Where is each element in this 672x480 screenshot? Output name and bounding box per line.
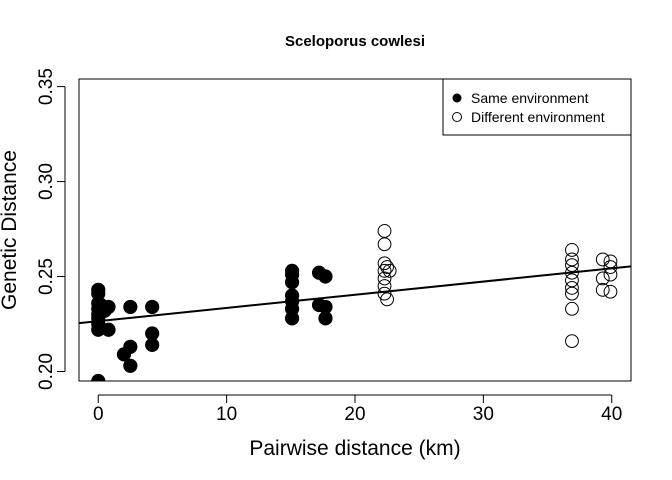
- point-different-environment: [565, 273, 579, 288]
- point-same-environment: [123, 358, 138, 373]
- point-different-environment: [377, 271, 392, 286]
- regression-line-group: [79, 265, 631, 325]
- x-tick-label: 20: [344, 404, 365, 425]
- point-different-environment: [565, 252, 579, 267]
- y-tick-label: 0.25: [36, 258, 57, 295]
- point-different-environment: [565, 334, 579, 349]
- point-different-environment: [565, 286, 579, 301]
- legend-label-same: Same environment: [471, 90, 589, 106]
- point-same-environment: [284, 311, 300, 326]
- point-same-environment: [284, 275, 300, 290]
- legend-marker-different: [452, 112, 462, 122]
- x-tick-label: 10: [216, 404, 237, 425]
- x-axis-label: Pairwise distance (km): [249, 437, 460, 460]
- x-axis: 0 10 20 30 40: [93, 394, 622, 425]
- data-points: [91, 224, 618, 381]
- point-different-environment: [377, 237, 392, 252]
- point-same-environment: [101, 322, 116, 337]
- point-different-environment: [603, 267, 618, 282]
- point-different-environment: [377, 256, 392, 271]
- point-same-environment: [318, 269, 333, 284]
- point-different-environment: [377, 279, 392, 293]
- point-different-environment: [380, 260, 394, 274]
- y-tick-label: 0.30: [36, 163, 57, 200]
- point-same-environment: [101, 299, 116, 315]
- point-same-environment: [145, 299, 160, 315]
- point-same-environment: [123, 339, 138, 354]
- point-different-environment: [565, 258, 579, 273]
- legend: Same environment Different environment: [442, 78, 632, 136]
- x-tick-label: 0: [93, 404, 104, 425]
- point-different-environment: [595, 282, 610, 297]
- point-different-environment: [380, 292, 394, 307]
- point-different-environment: [595, 271, 610, 286]
- point-different-environment: [565, 243, 579, 257]
- point-different-environment: [595, 252, 610, 267]
- legend-marker-same: [452, 93, 462, 103]
- x-tick-label: 40: [601, 404, 622, 425]
- y-axis: 0.20 0.25 0.30 0.35: [36, 68, 66, 390]
- point-different-environment: [377, 224, 392, 238]
- point-different-environment: [565, 301, 579, 316]
- point-different-environment: [603, 260, 618, 274]
- point-different-environment: [603, 284, 618, 299]
- point-different-environment: [603, 254, 618, 269]
- point-same-environment: [145, 337, 160, 353]
- point-different-environment: [565, 265, 579, 280]
- point-same-environment: [91, 373, 106, 381]
- chart-title: Sceloporus cowlesi: [285, 33, 425, 50]
- x-tick-label: 30: [473, 404, 494, 425]
- point-same-environment: [123, 299, 138, 315]
- y-tick-label: 0.20: [36, 353, 57, 390]
- legend-box: [442, 78, 632, 136]
- y-tick-label: 0.35: [36, 68, 57, 105]
- regression-line: [79, 265, 631, 325]
- legend-label-different: Different environment: [471, 109, 605, 125]
- point-same-environment: [318, 311, 333, 326]
- point-different-environment: [382, 263, 397, 278]
- point-different-environment: [377, 263, 392, 278]
- point-different-environment: [565, 281, 579, 295]
- y-axis-label: Genetic Distance: [0, 150, 21, 310]
- plot-frame: [78, 78, 632, 382]
